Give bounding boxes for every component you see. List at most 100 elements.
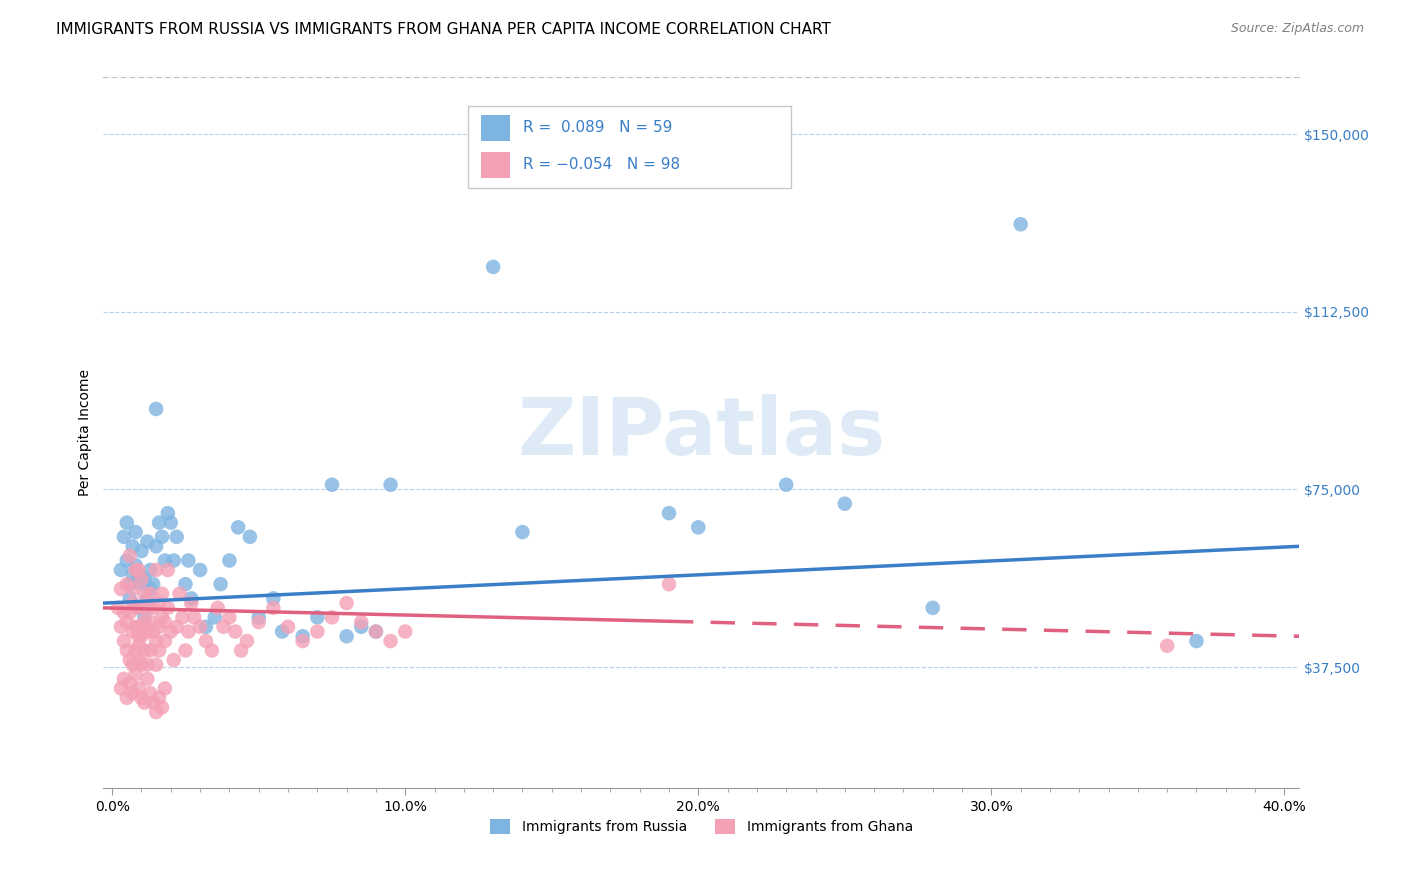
Point [775, 477, 797, 491]
Point [380, 477, 402, 491]
Point [150, 610, 173, 624]
Point [136, 534, 159, 549]
Point [262, 600, 284, 615]
Point [482, 260, 505, 274]
Point [180, 596, 202, 610]
Point [156, 600, 179, 615]
Point [218, 610, 240, 624]
Point [110, 620, 132, 634]
Point [291, 629, 314, 643]
Y-axis label: Per Capita Income: Per Capita Income [79, 369, 93, 496]
Point [112, 606, 135, 620]
Point [364, 624, 387, 639]
Point [163, 553, 186, 567]
Point [134, 587, 156, 601]
Point [115, 516, 138, 530]
Point [124, 563, 146, 577]
Point [139, 563, 162, 577]
Point [121, 539, 143, 553]
Point [350, 620, 373, 634]
Point [139, 615, 162, 629]
Point [262, 591, 284, 606]
Point [118, 577, 141, 591]
Point [688, 520, 710, 534]
Point [247, 615, 270, 629]
Point [134, 696, 156, 710]
Point [124, 667, 146, 681]
Point [124, 525, 146, 540]
Point [128, 620, 150, 634]
Point [834, 497, 856, 511]
Point [115, 577, 138, 591]
Point [128, 629, 150, 643]
Point [134, 643, 156, 657]
Point [124, 558, 146, 573]
Point [224, 624, 246, 639]
Point [131, 690, 153, 705]
Point [148, 690, 170, 705]
Point [394, 624, 416, 639]
Point [124, 600, 146, 615]
Point [136, 600, 159, 615]
Point [277, 620, 299, 634]
Point [201, 643, 224, 657]
Point [131, 629, 153, 643]
Point [134, 573, 156, 587]
Point [118, 653, 141, 667]
Point [110, 681, 132, 696]
Point [121, 657, 143, 672]
Point [148, 596, 170, 610]
Point [174, 643, 197, 657]
Point [145, 563, 167, 577]
Point [180, 591, 202, 606]
Point [209, 577, 232, 591]
Point [124, 620, 146, 634]
Point [174, 577, 197, 591]
Point [307, 624, 329, 639]
Text: IMMIGRANTS FROM RUSSIA VS IMMIGRANTS FROM GHANA PER CAPITA INCOME CORRELATION CH: IMMIGRANTS FROM RUSSIA VS IMMIGRANTS FRO… [56, 22, 831, 37]
Point [145, 401, 167, 416]
Point [150, 530, 173, 544]
Point [148, 620, 170, 634]
Point [145, 634, 167, 648]
Point [229, 643, 252, 657]
Point [110, 582, 132, 596]
Point [1185, 634, 1208, 648]
Point [1010, 217, 1032, 231]
Point [350, 615, 373, 629]
Point [128, 600, 150, 615]
Point [364, 624, 387, 639]
Point [139, 686, 162, 700]
Point [512, 525, 534, 540]
Point [131, 600, 153, 615]
Point [307, 610, 329, 624]
Point [321, 477, 343, 491]
Point [336, 596, 359, 610]
Point [226, 520, 249, 534]
Point [236, 634, 259, 648]
Point [153, 615, 176, 629]
Point [177, 553, 200, 567]
Point [271, 624, 294, 639]
Point [153, 553, 176, 567]
Text: ZIPatlas: ZIPatlas [517, 393, 886, 472]
Point [139, 587, 162, 601]
Point [124, 643, 146, 657]
Point [142, 696, 165, 710]
Point [118, 606, 141, 620]
Point [145, 657, 167, 672]
Point [136, 657, 159, 672]
Point [166, 530, 188, 544]
Point [115, 643, 138, 657]
Point [148, 516, 170, 530]
Text: Source: ZipAtlas.com: Source: ZipAtlas.com [1230, 22, 1364, 36]
Point [145, 539, 167, 553]
Point [128, 639, 150, 653]
Point [921, 600, 943, 615]
Point [153, 634, 176, 648]
Point [188, 563, 211, 577]
Point [118, 676, 141, 690]
Point [136, 672, 159, 686]
Point [183, 610, 205, 624]
Point [658, 577, 681, 591]
